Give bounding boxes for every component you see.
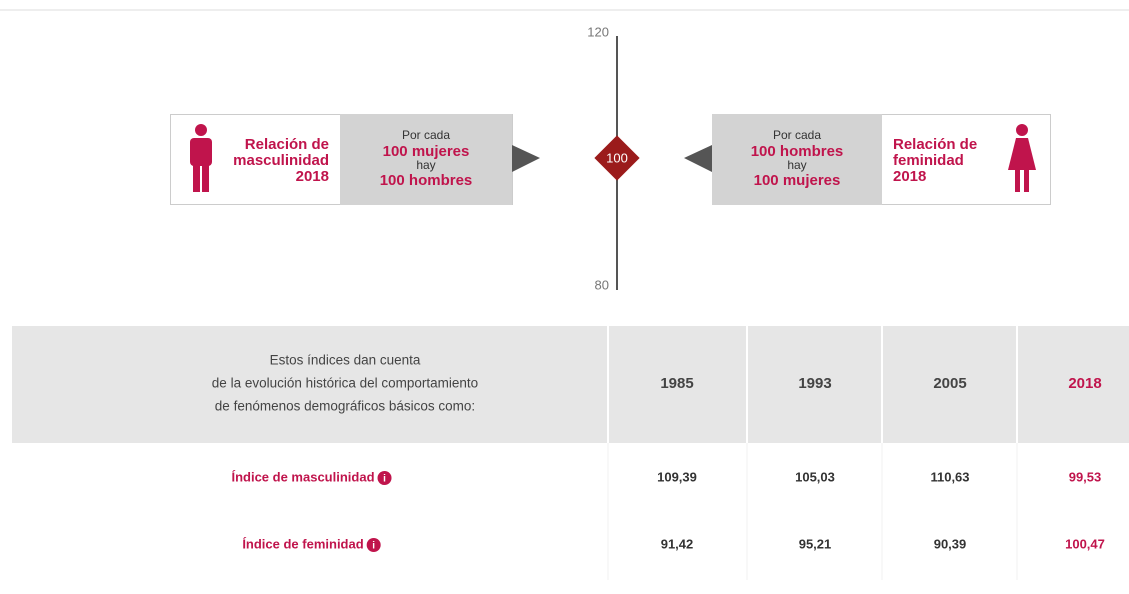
card-text: Por cada xyxy=(773,128,821,142)
year-header: 2018 xyxy=(1068,375,1101,392)
cell-value: 90,39 xyxy=(934,536,967,551)
card-text: 100 hombres xyxy=(380,172,473,189)
info-icon xyxy=(377,471,392,485)
card-text: 100 mujeres xyxy=(383,143,470,160)
marker-label: 100 xyxy=(606,150,628,165)
card-title: Relación de xyxy=(245,136,329,153)
left-card-box xyxy=(340,114,512,205)
table-header xyxy=(12,326,1129,443)
cell-value: 109,39 xyxy=(657,469,697,484)
cell-value: 95,21 xyxy=(799,536,832,551)
card-title: 2018 xyxy=(893,168,926,185)
card-text: Por cada xyxy=(402,128,450,142)
card-title: feminidad xyxy=(893,152,964,169)
card-title: masculinidad xyxy=(233,152,329,169)
arrow-left xyxy=(684,145,712,172)
card-text: 100 hombres xyxy=(751,143,844,160)
cell-value: 91,42 xyxy=(661,536,694,551)
cell-value: 105,03 xyxy=(795,469,835,484)
intro-text: de la evolución histórica del comportami… xyxy=(212,376,478,391)
year-header: 1985 xyxy=(660,375,693,392)
arrow-right xyxy=(512,145,540,172)
card-text: 100 mujeres xyxy=(754,172,841,189)
intro-text: de fenómenos demográficos básicos como: xyxy=(215,399,475,414)
row-label: Índice de feminidad xyxy=(242,536,363,551)
card-text: hay xyxy=(416,158,435,172)
man-icon xyxy=(190,124,212,192)
info-icon-glyph: i xyxy=(372,541,375,552)
year-header: 2005 xyxy=(933,375,966,392)
woman-icon xyxy=(1008,124,1036,192)
right-card-box xyxy=(712,114,882,205)
cell-value: 99,53 xyxy=(1069,469,1102,484)
marker-diamond xyxy=(594,135,640,181)
scale-bottom: 80 xyxy=(595,277,609,292)
year-header: 1993 xyxy=(798,375,831,392)
info-icon xyxy=(366,538,381,552)
intro-text: Estos índices dan cuenta xyxy=(270,353,421,368)
scale-top: 120 xyxy=(587,24,609,39)
cell-value: 100,47 xyxy=(1065,536,1105,551)
row-label: Índice de masculinidad xyxy=(231,469,374,484)
card-title: 2018 xyxy=(296,168,329,185)
card-title: Relación de xyxy=(893,136,977,153)
info-icon-glyph: i xyxy=(383,474,386,485)
card-text: hay xyxy=(787,158,806,172)
cell-value: 110,63 xyxy=(930,469,969,484)
